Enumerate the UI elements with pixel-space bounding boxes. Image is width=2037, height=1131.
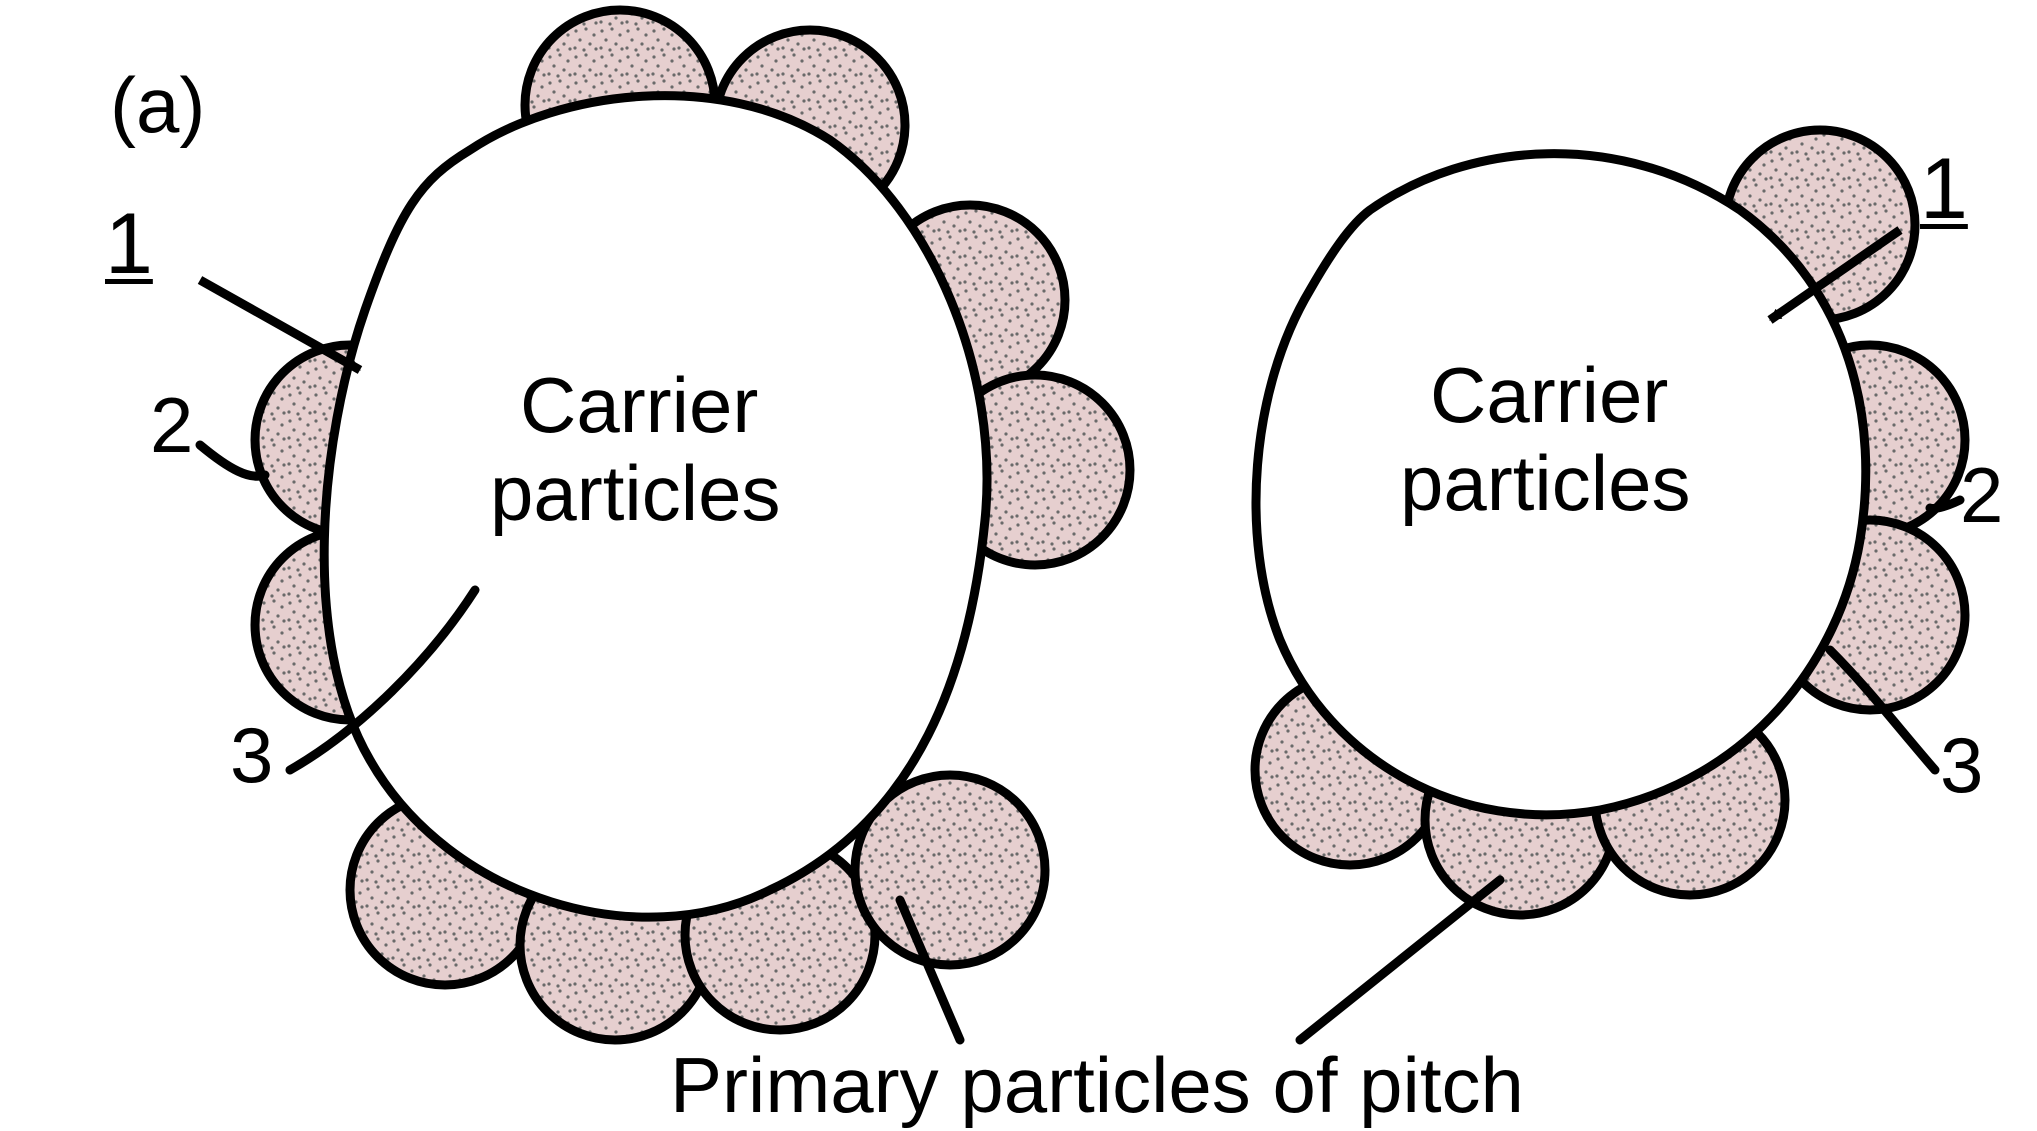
carrier-label: Carrier [1430, 350, 1668, 441]
carrier-label: particles [1400, 438, 1690, 529]
ref-2-right: 2 [1960, 450, 2003, 541]
ref-1-left: 1 [105, 195, 153, 294]
ref-2-left: 2 [150, 380, 193, 471]
ref-1-right: 1 [1920, 140, 1968, 239]
ref-3-left: 3 [230, 710, 273, 801]
carrier-label: particles [490, 448, 780, 539]
carrier-label: Carrier [520, 360, 758, 451]
caption-primary-particles: Primary particles of pitch [670, 1040, 1524, 1131]
ref-3-right: 3 [1940, 720, 1983, 811]
diagram-stage: (a) Carrier particles Carrier particles … [0, 0, 2037, 1130]
panel-label: (a) [110, 60, 205, 151]
diagram-svg [0, 0, 2037, 1130]
